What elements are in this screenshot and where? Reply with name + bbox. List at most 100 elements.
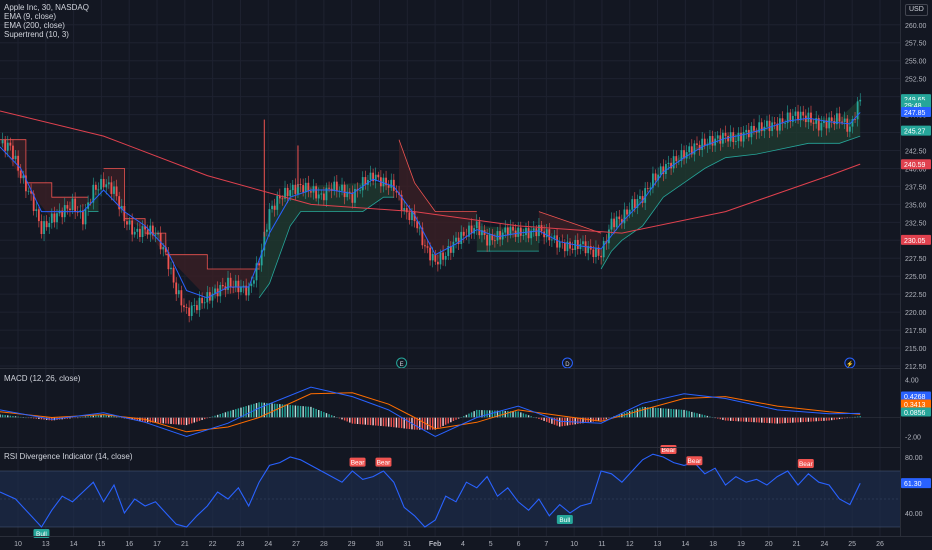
macd-histogram-bar bbox=[647, 407, 649, 418]
macd-histogram-bar bbox=[302, 406, 304, 418]
time-tick-label: 17 bbox=[153, 541, 161, 548]
candle-body bbox=[431, 254, 434, 261]
currency-button[interactable]: USD bbox=[905, 4, 928, 16]
time-tick-label: 11 bbox=[598, 541, 605, 548]
macd-histogram-bar bbox=[89, 415, 92, 418]
rsi-pane[interactable]: Bull Bear Bear Bull Bear Bear Bear bbox=[0, 445, 900, 538]
indicator-ema200-label[interactable]: EMA (200, close) bbox=[4, 21, 65, 30]
candle-body bbox=[263, 231, 266, 251]
macd-histogram-bar bbox=[216, 414, 219, 418]
macd-histogram-bar bbox=[841, 417, 843, 419]
indicator-ema9-label[interactable]: EMA (9, close) bbox=[4, 12, 57, 21]
macd-histogram-bar bbox=[825, 417, 828, 421]
macd-histogram-bar bbox=[84, 416, 87, 418]
symbol-title[interactable]: Apple Inc, 30, NASDAQ bbox=[4, 3, 89, 12]
macd-histogram-bar bbox=[162, 417, 164, 424]
candle-body bbox=[519, 227, 522, 236]
macd-histogram-bar bbox=[509, 411, 512, 418]
candle-body bbox=[768, 120, 771, 131]
candle-body bbox=[496, 231, 499, 241]
price-tag-label: 230.05 bbox=[904, 238, 926, 245]
macd-histogram-bar bbox=[100, 414, 102, 418]
price-tick-label: 220.00 bbox=[905, 310, 927, 317]
macd-histogram-bar bbox=[771, 417, 773, 424]
time-tick-label: 6 bbox=[517, 541, 521, 548]
candle-body bbox=[9, 142, 12, 146]
candle-body bbox=[802, 111, 805, 116]
candle-body bbox=[854, 119, 856, 120]
rsi-title[interactable]: RSI Divergence Indicator (14, close) bbox=[4, 452, 133, 461]
macd-pane[interactable] bbox=[0, 386, 900, 438]
candle-body bbox=[32, 193, 35, 212]
macd-histogram-bar bbox=[465, 414, 468, 418]
candle-body bbox=[136, 228, 139, 232]
candle-body bbox=[773, 122, 776, 124]
candle-body bbox=[278, 195, 281, 199]
macd-histogram-bar bbox=[657, 408, 659, 418]
macd-histogram-bar bbox=[789, 417, 791, 423]
candle-body bbox=[488, 234, 491, 246]
macd-histogram-bar bbox=[12, 415, 14, 418]
candle-body bbox=[123, 206, 126, 222]
candle-body bbox=[724, 132, 727, 136]
supertrend-up-line bbox=[258, 196, 394, 299]
macd-histogram-bar bbox=[779, 417, 781, 424]
candle-body bbox=[291, 184, 294, 191]
macd-histogram-bar bbox=[774, 417, 776, 424]
candle-body bbox=[253, 280, 255, 284]
macd-title[interactable]: MACD (12, 26, close) bbox=[4, 374, 81, 383]
macd-histogram-bar bbox=[382, 417, 385, 427]
macd-histogram-bar bbox=[792, 417, 794, 423]
supertrend-down-line bbox=[398, 139, 477, 213]
candle-body bbox=[107, 182, 110, 185]
time-tick-label: 26 bbox=[876, 541, 884, 548]
macd-histogram-bar bbox=[442, 417, 444, 426]
candle-body bbox=[810, 112, 812, 123]
candle-body bbox=[341, 184, 343, 191]
macd-histogram-bar bbox=[364, 417, 367, 425]
macd-histogram-bar bbox=[499, 410, 501, 418]
pane-dividers[interactable] bbox=[0, 0, 932, 537]
candle-body bbox=[753, 125, 755, 131]
candle-body bbox=[716, 135, 719, 139]
candle-body bbox=[628, 209, 631, 215]
macd-histogram-bar bbox=[92, 415, 94, 418]
candle-body bbox=[779, 118, 781, 131]
macd-histogram-bar bbox=[105, 414, 107, 418]
price-tick-label: 260.00 bbox=[905, 23, 927, 30]
candle-body bbox=[102, 178, 105, 188]
indicator-supertrend-label[interactable]: Supertrend (10, 3) bbox=[4, 30, 69, 39]
macd-histogram-bar bbox=[748, 417, 750, 422]
price-pane[interactable]: E D ⚡ bbox=[0, 93, 862, 369]
macd-histogram-bar bbox=[634, 409, 636, 418]
candle-body bbox=[688, 146, 691, 153]
event-marker: E bbox=[396, 357, 408, 369]
macd-histogram-bar bbox=[14, 416, 17, 418]
candle-body bbox=[740, 132, 742, 142]
candle-body bbox=[84, 208, 87, 225]
macd-histogram-bar bbox=[439, 417, 442, 428]
candle-body bbox=[74, 198, 77, 212]
candle-body bbox=[436, 261, 439, 265]
macd-histogram-bar bbox=[276, 403, 278, 418]
candle-body bbox=[830, 117, 833, 122]
macd-histogram-bar bbox=[219, 413, 221, 418]
macd-histogram-bar bbox=[178, 417, 180, 425]
price-tag-label: 247.85 bbox=[904, 110, 926, 117]
time-tick-label: 31 bbox=[403, 541, 411, 548]
bear-divergence-tag bbox=[686, 456, 703, 466]
time-tick-label: 13 bbox=[42, 541, 50, 548]
candle-body bbox=[6, 142, 9, 151]
macd-histogram-bar bbox=[165, 417, 167, 424]
candle-body bbox=[22, 175, 25, 179]
candle-body bbox=[719, 135, 722, 144]
macd-histogram-bar bbox=[406, 417, 408, 429]
price-tag bbox=[901, 159, 931, 170]
macd-histogram-bar bbox=[258, 402, 260, 418]
candle-body bbox=[286, 187, 289, 197]
macd-histogram-bar bbox=[237, 408, 240, 418]
macd-histogram-bar bbox=[214, 415, 216, 418]
candle-body bbox=[711, 136, 714, 146]
macd-histogram-bar bbox=[717, 417, 719, 419]
